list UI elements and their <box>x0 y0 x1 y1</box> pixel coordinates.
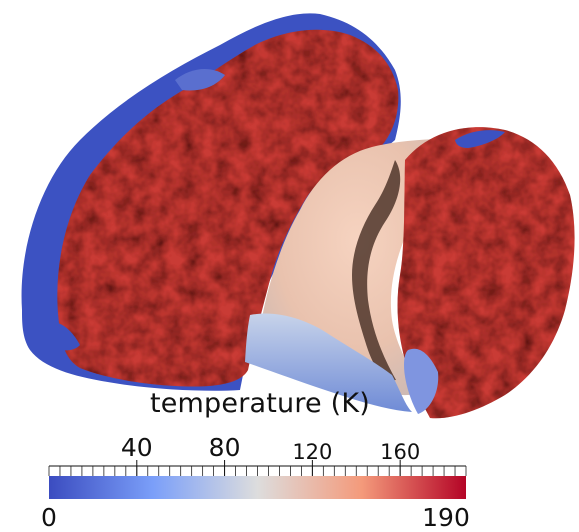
colorbar-tick-label: 40 <box>120 433 153 462</box>
small-lobe-cold-patch <box>404 348 439 414</box>
underside-cold <box>245 313 412 412</box>
colorbar <box>48 460 467 499</box>
colorbar-min-label: 0 <box>41 503 57 532</box>
colorbar-gradient <box>49 476 466 499</box>
big-lobe-hot-face <box>57 29 399 387</box>
comet-body <box>21 13 575 419</box>
cold-patch-left <box>45 321 80 351</box>
small-lobe-top-rim <box>455 130 505 148</box>
small-lobe-hot-face <box>397 127 575 419</box>
colorbar-tick-label: 80 <box>208 433 241 462</box>
colorbar-title: temperature (K) <box>149 388 371 419</box>
neck-shadow <box>352 160 401 381</box>
colorbar-max-label: 190 <box>422 503 470 532</box>
colorbar-tick-label: 120 <box>292 440 333 464</box>
colorbar-major-ticks <box>136 460 401 476</box>
colorbar-tick-label: 160 <box>380 440 421 464</box>
colorbar-minor-ticks <box>48 466 467 476</box>
cold-patch-top <box>175 68 225 91</box>
